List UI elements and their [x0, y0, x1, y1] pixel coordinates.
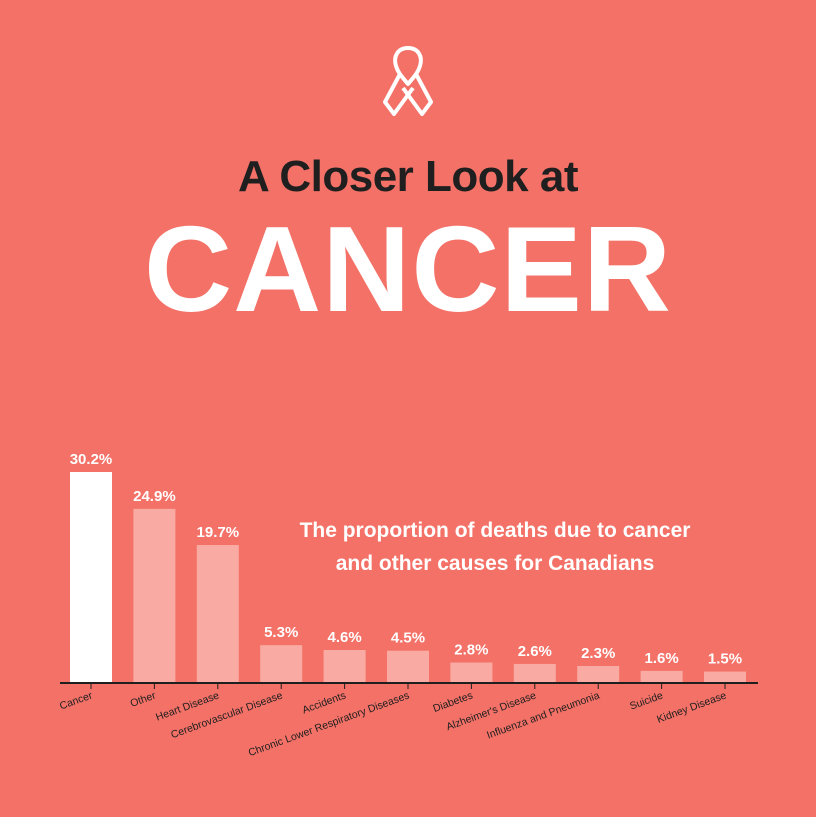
bar-5	[387, 650, 429, 682]
chart-caption-line-2: and other causes for Canadians	[335, 552, 655, 575]
awareness-ribbon-icon	[383, 46, 433, 116]
bar-4	[323, 650, 366, 682]
bar-value-label: 4.6%	[327, 629, 361, 646]
bar-1	[133, 508, 176, 682]
chart-caption: The proportion of deaths due to cancer a…	[290, 514, 700, 580]
page-subtitle: A Closer Look at	[238, 152, 578, 201]
bar-value-label: 2.3%	[581, 645, 615, 662]
chart-caption-line-1: The proportion of deaths due to cancer	[299, 519, 691, 542]
chart-bars	[70, 472, 746, 682]
bar-value-label: 1.6%	[644, 650, 678, 667]
x-axis-category-label: Other	[129, 689, 158, 709]
bar-7	[513, 663, 556, 682]
page-title: CANCER	[144, 201, 672, 337]
bar-value-label: 1.5%	[708, 651, 742, 668]
bar-9	[640, 670, 683, 682]
bar-10	[704, 671, 746, 682]
x-axis-category-label: Kidney Disease	[655, 689, 728, 725]
bar-value-label: 30.2%	[70, 451, 113, 468]
x-axis-category-label: Influenza and Pneumonia	[485, 689, 601, 741]
chart-value-labels: 30.2% 24.9% 19.7% 5.3% 4.6% 4.5% 2.8% 2.6% 2.3% 1…	[70, 451, 742, 668]
x-axis-category-label: Cerebrovascular Disease	[169, 689, 284, 741]
bar-2	[196, 545, 239, 682]
bar-6	[450, 662, 493, 682]
x-axis-category-label: Accidents	[301, 690, 348, 717]
bar-value-label: 2.8%	[454, 642, 488, 659]
bar-value-label: 19.7%	[197, 524, 240, 541]
bar-8	[577, 666, 620, 682]
x-axis-category-label: Cancer	[58, 689, 94, 712]
bar-0	[70, 472, 112, 682]
x-axis-category-label: Diabetes	[431, 690, 474, 715]
bar-3	[260, 645, 303, 682]
bar-value-label: 24.9%	[133, 488, 176, 505]
x-axis-category-label: Suicide	[628, 689, 665, 712]
bar-value-label: 5.3%	[264, 624, 298, 641]
bar-value-label: 2.6%	[518, 643, 552, 660]
x-axis-ticks	[90, 683, 726, 689]
bar-value-label: 4.5%	[391, 630, 425, 647]
